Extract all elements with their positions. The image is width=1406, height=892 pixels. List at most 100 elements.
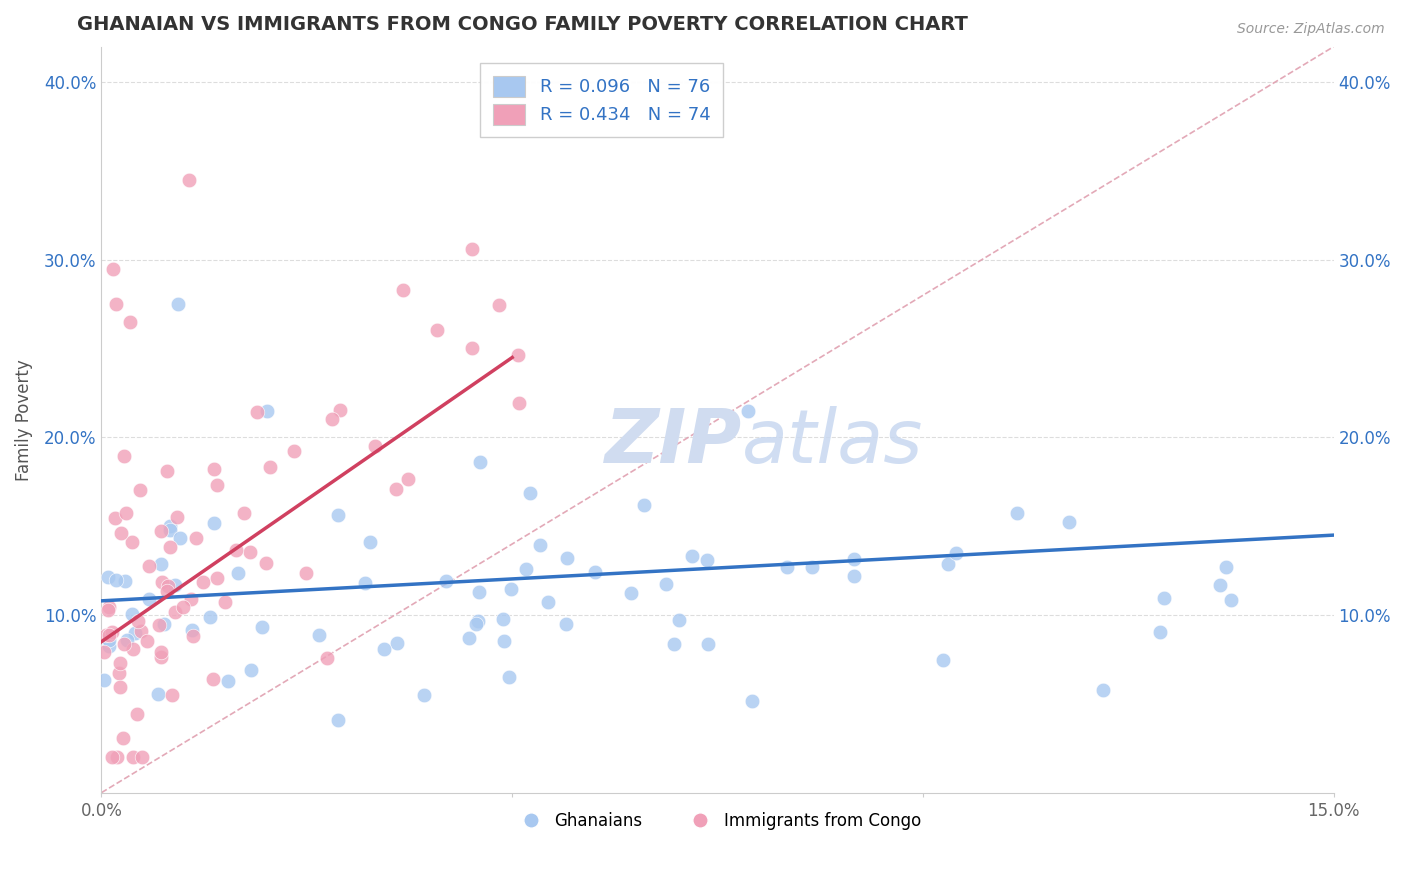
Y-axis label: Family Poverty: Family Poverty	[15, 359, 32, 481]
Point	[1005, 506, 1028, 520]
Point	[205, 571, 228, 585]
Point	[842, 569, 865, 583]
Point	[467, 585, 489, 599]
Point	[129, 624, 152, 639]
Point	[506, 348, 529, 362]
Point	[321, 412, 343, 426]
Point	[662, 637, 685, 651]
Point	[111, 731, 134, 745]
Point	[101, 750, 124, 764]
Point	[124, 625, 146, 640]
Point	[108, 665, 131, 680]
Point	[1215, 559, 1237, 574]
Point	[181, 629, 204, 643]
Point	[202, 462, 225, 476]
Point	[93, 673, 115, 687]
Point	[214, 595, 236, 609]
Point	[104, 297, 127, 311]
Point	[945, 546, 967, 560]
Point	[392, 284, 415, 298]
Point	[385, 636, 408, 650]
Point	[461, 341, 484, 355]
Point	[467, 614, 489, 628]
Point	[156, 579, 179, 593]
Point	[254, 556, 277, 570]
Point	[179, 173, 201, 187]
Point	[426, 323, 449, 337]
Point	[97, 632, 120, 647]
Legend: Ghanaians, Immigrants from Congo: Ghanaians, Immigrants from Congo	[508, 805, 928, 837]
Point	[156, 464, 179, 478]
Point	[1092, 682, 1115, 697]
Point	[93, 645, 115, 659]
Point	[499, 582, 522, 596]
Point	[555, 550, 578, 565]
Point	[181, 623, 204, 637]
Point	[159, 518, 181, 533]
Point	[800, 559, 823, 574]
Point	[461, 242, 484, 256]
Point	[150, 645, 173, 659]
Point	[205, 477, 228, 491]
Point	[239, 663, 262, 677]
Point	[129, 483, 152, 498]
Point	[1209, 577, 1232, 591]
Point	[117, 632, 139, 647]
Point	[457, 631, 479, 645]
Point	[136, 634, 159, 648]
Point	[159, 541, 181, 555]
Point	[1149, 625, 1171, 640]
Point	[108, 656, 131, 670]
Point	[668, 613, 690, 627]
Point	[519, 485, 541, 500]
Point	[114, 506, 136, 520]
Point	[149, 524, 172, 538]
Point	[328, 714, 350, 728]
Point	[696, 637, 718, 651]
Point	[384, 482, 406, 496]
Point	[225, 542, 247, 557]
Point	[121, 750, 143, 764]
Point	[413, 688, 436, 702]
Point	[308, 628, 330, 642]
Point	[166, 297, 188, 311]
Text: GHANAIAN VS IMMIGRANTS FROM CONGO FAMILY POVERTY CORRELATION CHART: GHANAIAN VS IMMIGRANTS FROM CONGO FAMILY…	[77, 15, 967, 34]
Point	[776, 560, 799, 574]
Point	[112, 637, 135, 651]
Point	[494, 634, 516, 648]
Point	[160, 688, 183, 702]
Point	[172, 600, 194, 615]
Point	[152, 617, 174, 632]
Point	[138, 592, 160, 607]
Point	[537, 595, 560, 609]
Point	[465, 616, 488, 631]
Point	[515, 562, 537, 576]
Point	[508, 396, 530, 410]
Point	[131, 750, 153, 764]
Point	[434, 574, 457, 588]
Point	[120, 315, 142, 329]
Point	[184, 531, 207, 545]
Point	[1220, 593, 1243, 607]
Point	[396, 472, 419, 486]
Point	[108, 680, 131, 694]
Point	[127, 707, 149, 722]
Point	[239, 545, 262, 559]
Point	[936, 557, 959, 571]
Point	[364, 439, 387, 453]
Point	[110, 525, 132, 540]
Point	[149, 649, 172, 664]
Point	[97, 628, 120, 642]
Point	[163, 577, 186, 591]
Point	[200, 610, 222, 624]
Point	[583, 565, 606, 579]
Point	[283, 443, 305, 458]
Point	[150, 575, 173, 590]
Point	[555, 617, 578, 632]
Point	[1057, 515, 1080, 529]
Point	[191, 575, 214, 590]
Point	[315, 651, 337, 665]
Point	[101, 625, 124, 640]
Point	[1153, 591, 1175, 605]
Point	[121, 534, 143, 549]
